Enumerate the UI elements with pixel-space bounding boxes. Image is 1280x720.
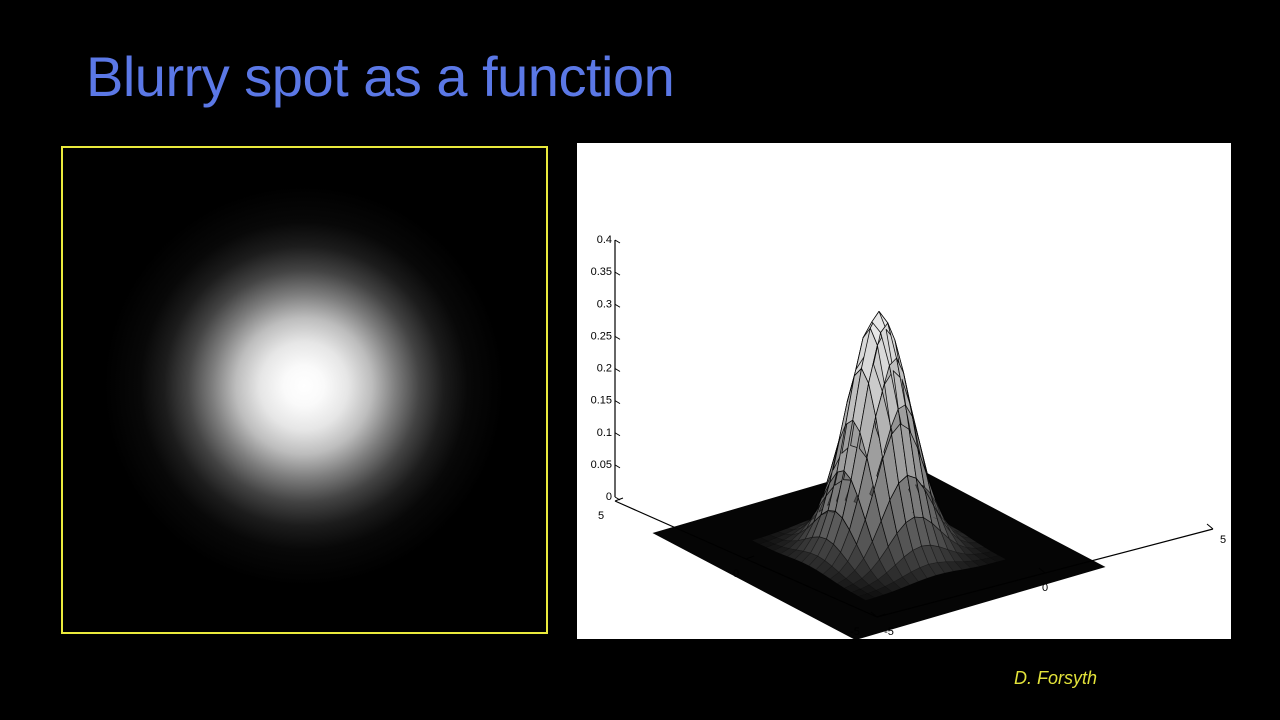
y-tick-label: 0 (733, 568, 739, 580)
surface-patch (851, 589, 868, 597)
z-tick-label: 0.2 (597, 363, 612, 375)
blurry-spot-image (61, 146, 548, 634)
z-tick-mark (614, 368, 621, 372)
z-tick-mark (614, 303, 621, 308)
x-tick-mark (1038, 567, 1046, 574)
y-tick-label: -5 (850, 626, 860, 638)
surface-plot-panel: 0 0.05 0.1 0.15 0.2 0.25 0.3 0.35 0.4 5 0 -5 -5 0 5 (577, 143, 1231, 639)
surface-patch (982, 551, 999, 558)
z-tick-label: 0.15 (591, 395, 612, 407)
surface-patch (860, 584, 877, 594)
x-tick-mark (1206, 523, 1214, 530)
z-tick-label: 0.05 (591, 459, 612, 471)
surface-patch (759, 541, 776, 548)
z-tick-mark (614, 239, 621, 244)
x-tick-label: 5 (1220, 534, 1226, 546)
surface-patch (981, 557, 998, 565)
slide-title: Blurry spot as a function (86, 45, 675, 108)
surface-patch (867, 590, 884, 598)
blurry-spot-graphic (63, 148, 546, 632)
surface-patch (975, 547, 992, 554)
surface-patch (946, 524, 964, 534)
x-tick-mark (870, 611, 878, 618)
gaussian-spot (63, 148, 546, 632)
z-tick-mark (614, 400, 621, 405)
y-tick-mark (745, 555, 755, 560)
surface-patch (974, 553, 990, 560)
surface-patch (990, 555, 1006, 562)
surface-patch (760, 534, 777, 542)
z-tick-label: 0.3 (597, 298, 612, 310)
x-tick-label: 0 (1042, 582, 1048, 594)
author-credit: D. Forsyth (1014, 668, 1098, 688)
z-tick-label: 0.35 (591, 266, 612, 278)
x-tick-label: -5 (884, 626, 894, 638)
surface-patch (972, 559, 989, 567)
z-tick-mark (614, 271, 621, 276)
z-tick-label: 0.25 (591, 330, 612, 342)
surface-patch (769, 531, 786, 538)
z-tick-mark (614, 432, 621, 437)
surface-patch (858, 593, 875, 601)
surface-patch (768, 537, 784, 545)
z-tick-label: 0.1 (597, 427, 612, 439)
surface-patch (844, 584, 861, 593)
surface-patch (876, 586, 893, 595)
y-tick-mark (614, 497, 624, 502)
z-tick-label: 0.4 (597, 234, 612, 246)
y-tick-label: 5 (598, 510, 604, 522)
z-tick-mark (614, 335, 621, 340)
z-tick-mark (614, 464, 621, 469)
y-tick-mark (876, 613, 886, 618)
surface-patch (766, 544, 783, 551)
surface-patch (752, 537, 768, 544)
z-tick-label: 0 (606, 491, 612, 503)
gaussian-surface-plot: 00.050.10.150.20.250.30.350.450-5 -505 (591, 234, 1226, 639)
